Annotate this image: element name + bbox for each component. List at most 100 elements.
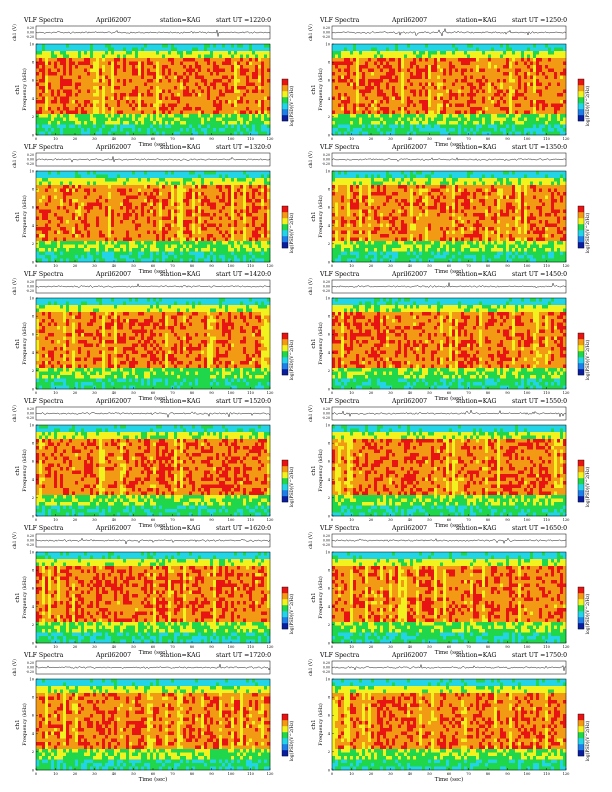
spectrogram-cell	[210, 72, 214, 76]
spectrogram-cells	[36, 171, 271, 263]
spectrogram-cell	[431, 44, 435, 48]
spectrogram-cell	[530, 110, 534, 115]
spectrogram-cell	[123, 51, 127, 55]
spectrogram-cell	[102, 82, 106, 87]
spectrogram-cell	[108, 131, 112, 136]
spectrogram-cell	[177, 103, 181, 108]
x-tick-label: 100	[524, 137, 532, 141]
spectrogram-cell	[347, 65, 351, 69]
spectrogram-cell	[87, 79, 91, 83]
spectrogram-cell	[416, 107, 420, 111]
spectrogram-cell	[401, 51, 405, 55]
spectrogram-cell	[123, 114, 127, 118]
spectrogram-cell	[201, 107, 205, 111]
spectrogram-cell	[213, 44, 217, 48]
spectrogram-cell	[434, 124, 438, 129]
spectrogram-cell	[114, 202, 118, 207]
spectrogram-cell	[156, 100, 160, 104]
spectrogram-cell	[210, 178, 214, 182]
spectrogram-cell	[87, 195, 91, 200]
spectrogram-cell	[431, 58, 435, 62]
spectrogram-cell	[500, 44, 504, 48]
spectrogram-cell	[488, 47, 492, 52]
spectrogram-cell	[476, 107, 480, 111]
spectrogram-cell	[341, 58, 345, 62]
spectrogram-cell	[201, 202, 205, 207]
spectrogram-cell	[207, 131, 211, 136]
spectrogram-cell	[48, 178, 52, 182]
spectrogram-cell	[392, 110, 396, 115]
spectrogram-cell	[180, 47, 184, 52]
spectrogram-cell	[497, 51, 501, 55]
spectrogram-cell	[195, 96, 199, 101]
spectrogram-cell	[482, 72, 486, 76]
spectrogram-cell	[108, 121, 112, 125]
spectrogram-cell	[126, 89, 130, 94]
spectrogram-cell	[228, 199, 232, 203]
spectrogram-cell	[45, 61, 49, 66]
spectrogram-cell	[198, 86, 202, 90]
spectrogram-cell	[210, 51, 214, 55]
spectrogram-cell	[99, 178, 103, 182]
spectrogram-cell	[87, 121, 91, 125]
spectrogram-cell	[437, 79, 441, 83]
spectrogram-cell	[458, 82, 462, 87]
spectrogram-cell	[138, 199, 142, 203]
spectrogram-cell	[84, 72, 88, 76]
spectrogram-cell	[437, 103, 441, 108]
spectrogram-cell	[240, 121, 244, 125]
spectrogram-cell	[96, 188, 100, 193]
spectrogram-cell	[476, 61, 480, 66]
spectrogram-cell	[102, 178, 106, 182]
spectrogram-cell	[551, 79, 555, 83]
spectrogram-cell	[431, 65, 435, 69]
spectrogram-cell	[461, 68, 465, 73]
spectrogram-cell	[539, 96, 543, 101]
spectrogram-cell	[75, 178, 79, 182]
spectrogram-cell	[72, 124, 76, 129]
spectrogram-cell	[410, 65, 414, 69]
spectrogram-cell	[431, 72, 435, 76]
spectrogram-cell	[488, 54, 492, 59]
spectrogram-cell	[84, 171, 88, 175]
spectrogram-cell	[252, 65, 256, 69]
spectrogram-cell	[383, 44, 387, 48]
spectrogram-cell	[335, 96, 339, 101]
spectrogram-cell	[536, 72, 540, 76]
spectrogram-cell	[252, 199, 256, 203]
spectrogram-cell	[126, 131, 130, 136]
spectrogram-cell	[437, 58, 441, 62]
spectrogram-cell	[365, 54, 369, 59]
spectrogram-cell	[524, 124, 528, 129]
spectrogram-cell	[368, 72, 372, 76]
spectrogram-cell	[246, 79, 250, 83]
spectrogram-cell	[48, 128, 52, 132]
spectrogram-cell	[93, 178, 97, 182]
spectrogram-cell	[374, 75, 378, 80]
spectrogram-cell	[96, 82, 100, 87]
spectrogram-cell	[81, 93, 85, 97]
spectrogram-cell	[255, 199, 259, 203]
spectrogram-cell	[563, 51, 567, 55]
spectrogram-cell	[90, 110, 94, 115]
spectrogram-cell	[434, 54, 438, 59]
spectrogram-cell	[180, 96, 184, 101]
spectrogram-cell	[105, 65, 109, 69]
spectrogram-cell	[554, 117, 558, 122]
spectrogram-cell	[467, 58, 471, 62]
spectrogram-cell	[120, 124, 124, 129]
spectrogram-cell	[213, 124, 217, 129]
spectrogram-cell	[371, 117, 375, 122]
spectrogram-cell	[180, 58, 184, 62]
x-axis-label: Time (sec)	[139, 141, 168, 148]
spectrogram-cell	[66, 107, 70, 111]
spectrogram-cell	[479, 51, 483, 55]
spectrogram-cell	[42, 199, 46, 203]
spectrogram-cell	[93, 96, 97, 101]
spectrogram-cell	[66, 188, 70, 193]
spectrogram-cell	[530, 54, 534, 59]
spectrogram-cell	[518, 61, 522, 66]
spectrogram-cell	[356, 117, 360, 122]
spectrogram-cell	[159, 114, 163, 118]
spectrogram-cell	[102, 195, 106, 200]
